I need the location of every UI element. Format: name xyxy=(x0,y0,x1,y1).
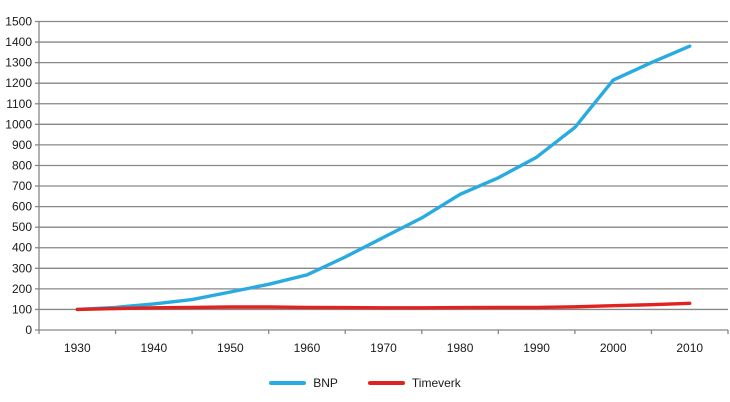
x-axis-label: 1970 xyxy=(370,341,397,355)
y-axis-label: 200 xyxy=(12,282,32,296)
x-axis-label: 1940 xyxy=(140,341,167,355)
y-axis-label: 700 xyxy=(12,179,32,193)
y-axis-label: 0 xyxy=(25,323,32,337)
y-axis-label: 900 xyxy=(12,138,32,152)
y-axis-label: 300 xyxy=(12,261,32,275)
x-axis-label: 1930 xyxy=(64,341,91,355)
x-axis-label: 1950 xyxy=(217,341,244,355)
legend: BNP Timeverk xyxy=(0,372,730,394)
y-axis-label: 1500 xyxy=(5,15,32,29)
legend-item-timeverk: Timeverk xyxy=(367,376,461,390)
y-axis-label: 500 xyxy=(12,220,32,234)
bnp-line xyxy=(75,44,692,312)
timeverk-line-swatch xyxy=(367,381,405,385)
y-axis-label: 1200 xyxy=(5,76,32,90)
y-axis-label: 1300 xyxy=(5,56,32,70)
y-axis-label: 1000 xyxy=(5,117,32,131)
x-axis-label: 1990 xyxy=(523,341,550,355)
timeverk-line xyxy=(75,301,692,312)
legend-item-bnp: BNP xyxy=(269,377,338,389)
x-axis-label: 1960 xyxy=(294,341,321,355)
legend-label-bnp: BNP xyxy=(313,376,338,390)
x-axis-label: 2000 xyxy=(600,341,627,355)
y-axis-label: 1400 xyxy=(5,35,32,49)
bnp-line-swatch xyxy=(269,381,307,385)
y-axis-label: 100 xyxy=(12,302,32,316)
x-axis-label: 2010 xyxy=(676,341,703,355)
legend-label-timeverk: Timeverk xyxy=(411,376,461,390)
y-axis-label: 800 xyxy=(12,158,32,172)
y-axis-label: 400 xyxy=(12,241,32,255)
x-axis-label: 1980 xyxy=(447,341,474,355)
y-axis-label: 1100 xyxy=(6,97,32,111)
y-axis-label: 600 xyxy=(12,200,32,214)
